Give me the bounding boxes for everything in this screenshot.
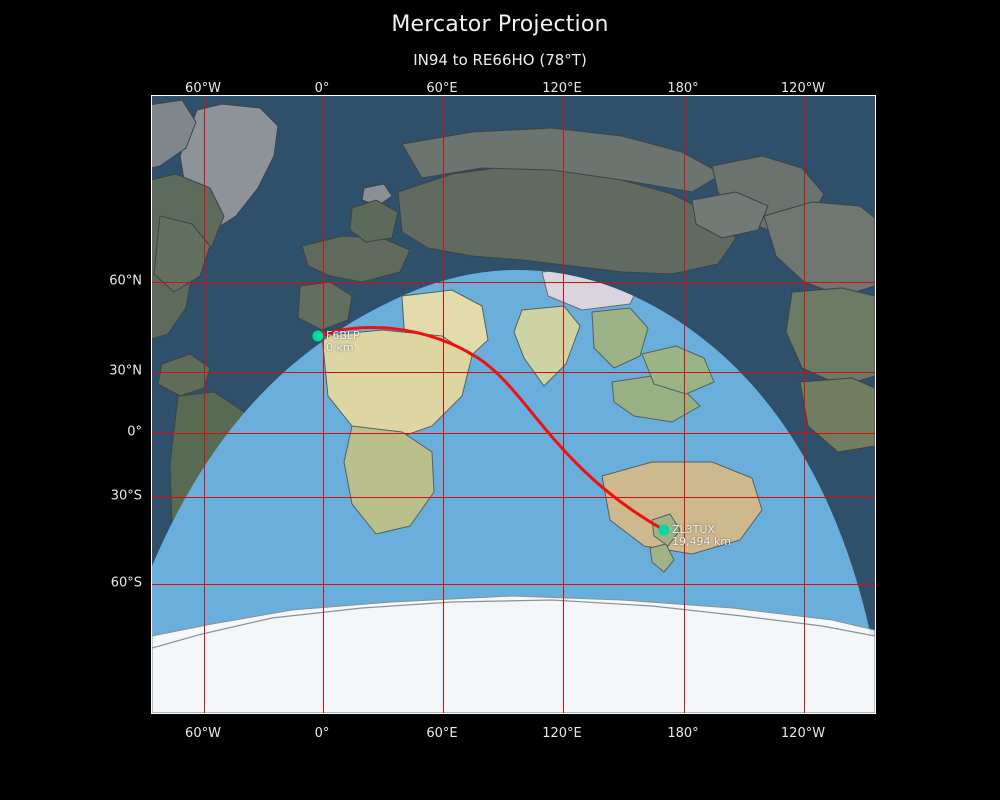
map-canvas[interactable]: F6BLP 0 km ZL3TUX 19,494 km bbox=[151, 95, 876, 714]
station-markers bbox=[312, 330, 670, 536]
x-tick-label-top-2: 60°E bbox=[426, 81, 458, 96]
station-marker-f6blp[interactable] bbox=[312, 330, 324, 342]
station-marker-zl3tux[interactable] bbox=[658, 524, 670, 536]
map-graphic bbox=[152, 96, 875, 713]
y-tick-label-2: 0° bbox=[127, 424, 142, 440]
x-tick-label-bottom-0: 60°W bbox=[185, 726, 221, 741]
page-subtitle: IN94 to RE66HO (78°T) bbox=[413, 51, 587, 69]
grid-lines bbox=[152, 96, 875, 713]
station-distance: 0 km bbox=[326, 341, 354, 354]
y-tick-label-1: 30°N bbox=[109, 363, 142, 379]
station-distance: 19,494 km bbox=[672, 535, 732, 548]
y-tick-label-4: 60°S bbox=[110, 575, 142, 591]
page-title: Mercator Projection bbox=[391, 12, 609, 37]
station-callsign: ZL3TUX bbox=[672, 523, 715, 536]
x-tick-label-bottom-3: 120°E bbox=[542, 726, 582, 741]
x-tick-label-top-4: 180° bbox=[667, 81, 699, 96]
x-tick-label-top-1: 0° bbox=[314, 81, 330, 96]
x-tick-label-top-5: 120°W bbox=[780, 81, 826, 96]
station-callsign: F6BLP bbox=[326, 329, 360, 342]
x-tick-label-top-3: 120°E bbox=[542, 81, 582, 96]
x-tick-label-bottom-4: 180° bbox=[667, 726, 699, 741]
x-tick-label-bottom-2: 60°E bbox=[426, 726, 458, 741]
y-tick-label-0: 60°N bbox=[109, 273, 142, 289]
map-clip bbox=[152, 96, 875, 713]
great-circle-path bbox=[316, 325, 666, 532]
x-tick-label-bottom-5: 120°W bbox=[780, 726, 826, 741]
y-tick-label-3: 30°S bbox=[110, 488, 142, 504]
x-tick-label-top-0: 60°W bbox=[185, 81, 221, 96]
x-tick-label-bottom-1: 0° bbox=[314, 726, 330, 741]
station-label-zl3tux: ZL3TUX 19,494 km bbox=[672, 524, 731, 548]
station-label-f6blp: F6BLP 0 km bbox=[326, 330, 360, 354]
antarctica bbox=[152, 599, 875, 713]
